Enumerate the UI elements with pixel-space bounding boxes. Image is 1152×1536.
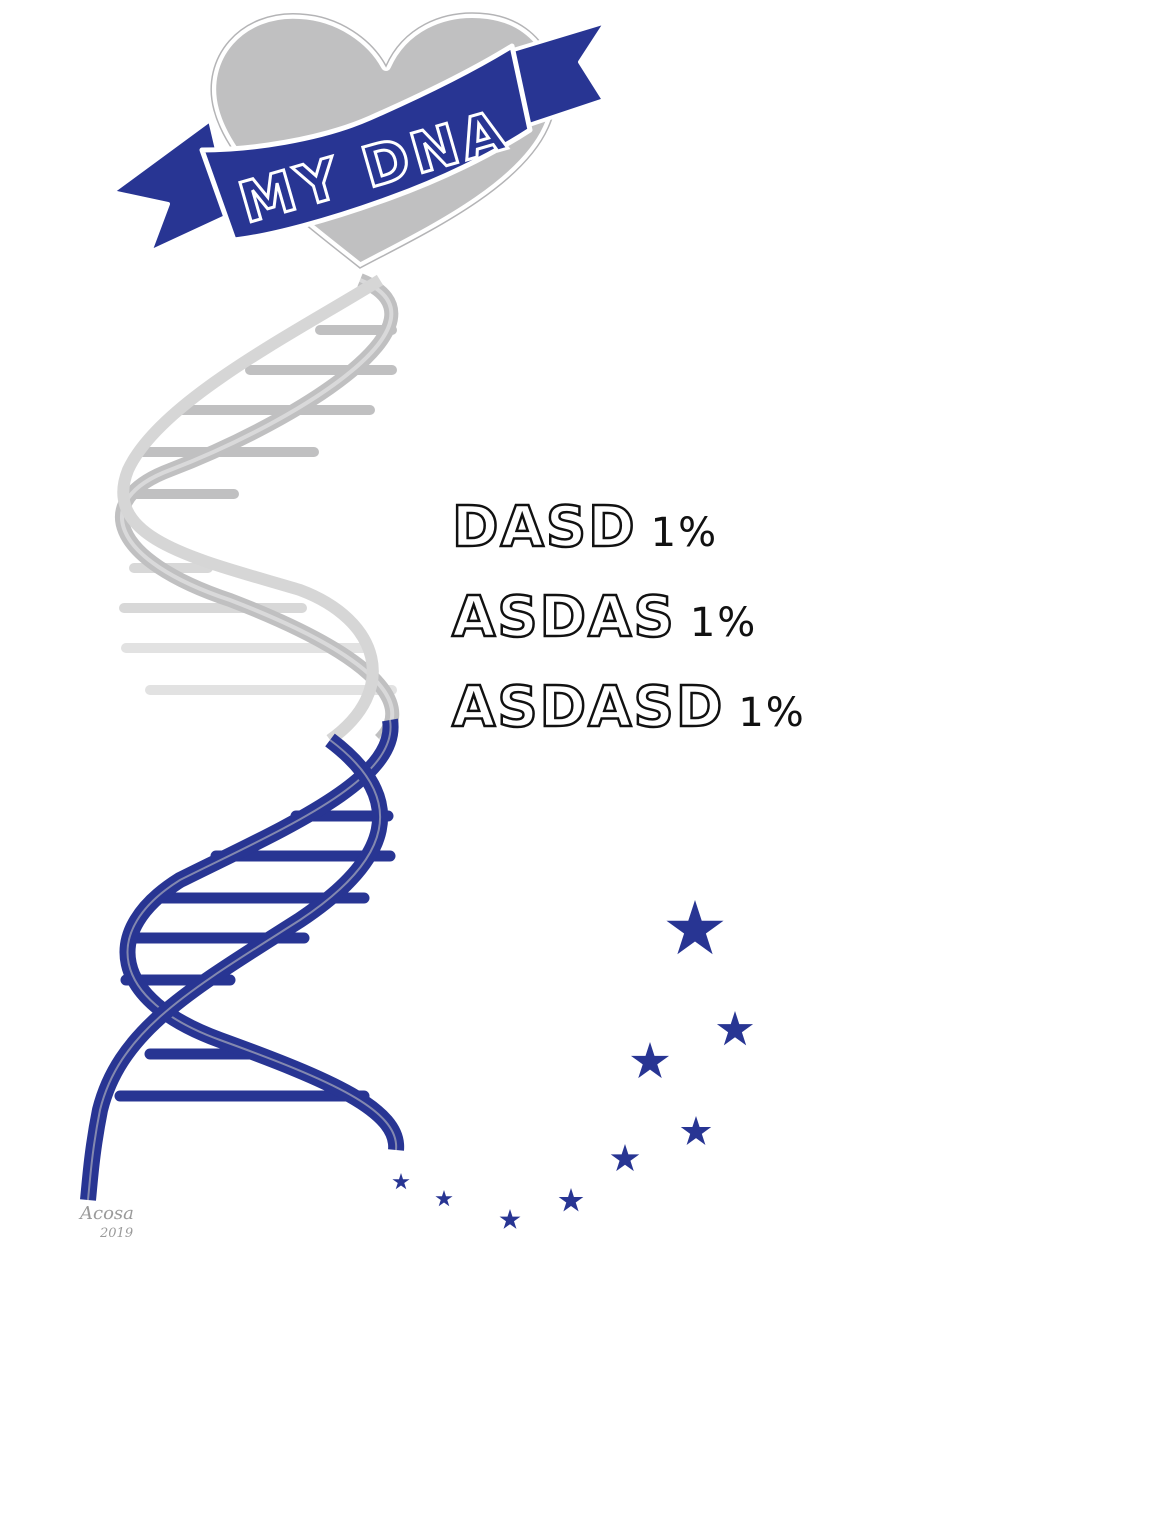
line-percent: 1% [738, 690, 806, 736]
star-icon [666, 900, 724, 955]
line-percent: 1% [650, 510, 719, 556]
line-label: ASDAS [451, 585, 676, 650]
signature-year: 2019 [100, 1226, 134, 1241]
star-icon [499, 1209, 521, 1229]
text-line: ASDAS 1% [451, 585, 758, 653]
signature-name: Acosa [80, 1203, 134, 1224]
stars [392, 900, 754, 1229]
text-line: ASDASD 1% [451, 675, 806, 743]
line-label: DASD [451, 495, 637, 560]
artist-signature: Acosa 2019 [80, 1204, 134, 1244]
star-icon [392, 1173, 410, 1190]
star-icon [435, 1190, 453, 1207]
ribbon-banner [199, 43, 533, 243]
line-percent: 1% [689, 600, 758, 646]
star-icon [610, 1144, 640, 1172]
heart-logo: MY DNA [110, 8, 608, 273]
gray-rungs [119, 325, 397, 695]
dna-helix [80, 273, 405, 1201]
strand-light [117, 274, 384, 745]
strand-gray [115, 273, 400, 745]
star-icon [558, 1188, 584, 1212]
star-icon [716, 1011, 754, 1046]
line-label: ASDASD [451, 675, 725, 740]
star-icon [630, 1042, 670, 1079]
star-icon [680, 1116, 712, 1145]
text-line: DASD 1% [451, 495, 719, 563]
